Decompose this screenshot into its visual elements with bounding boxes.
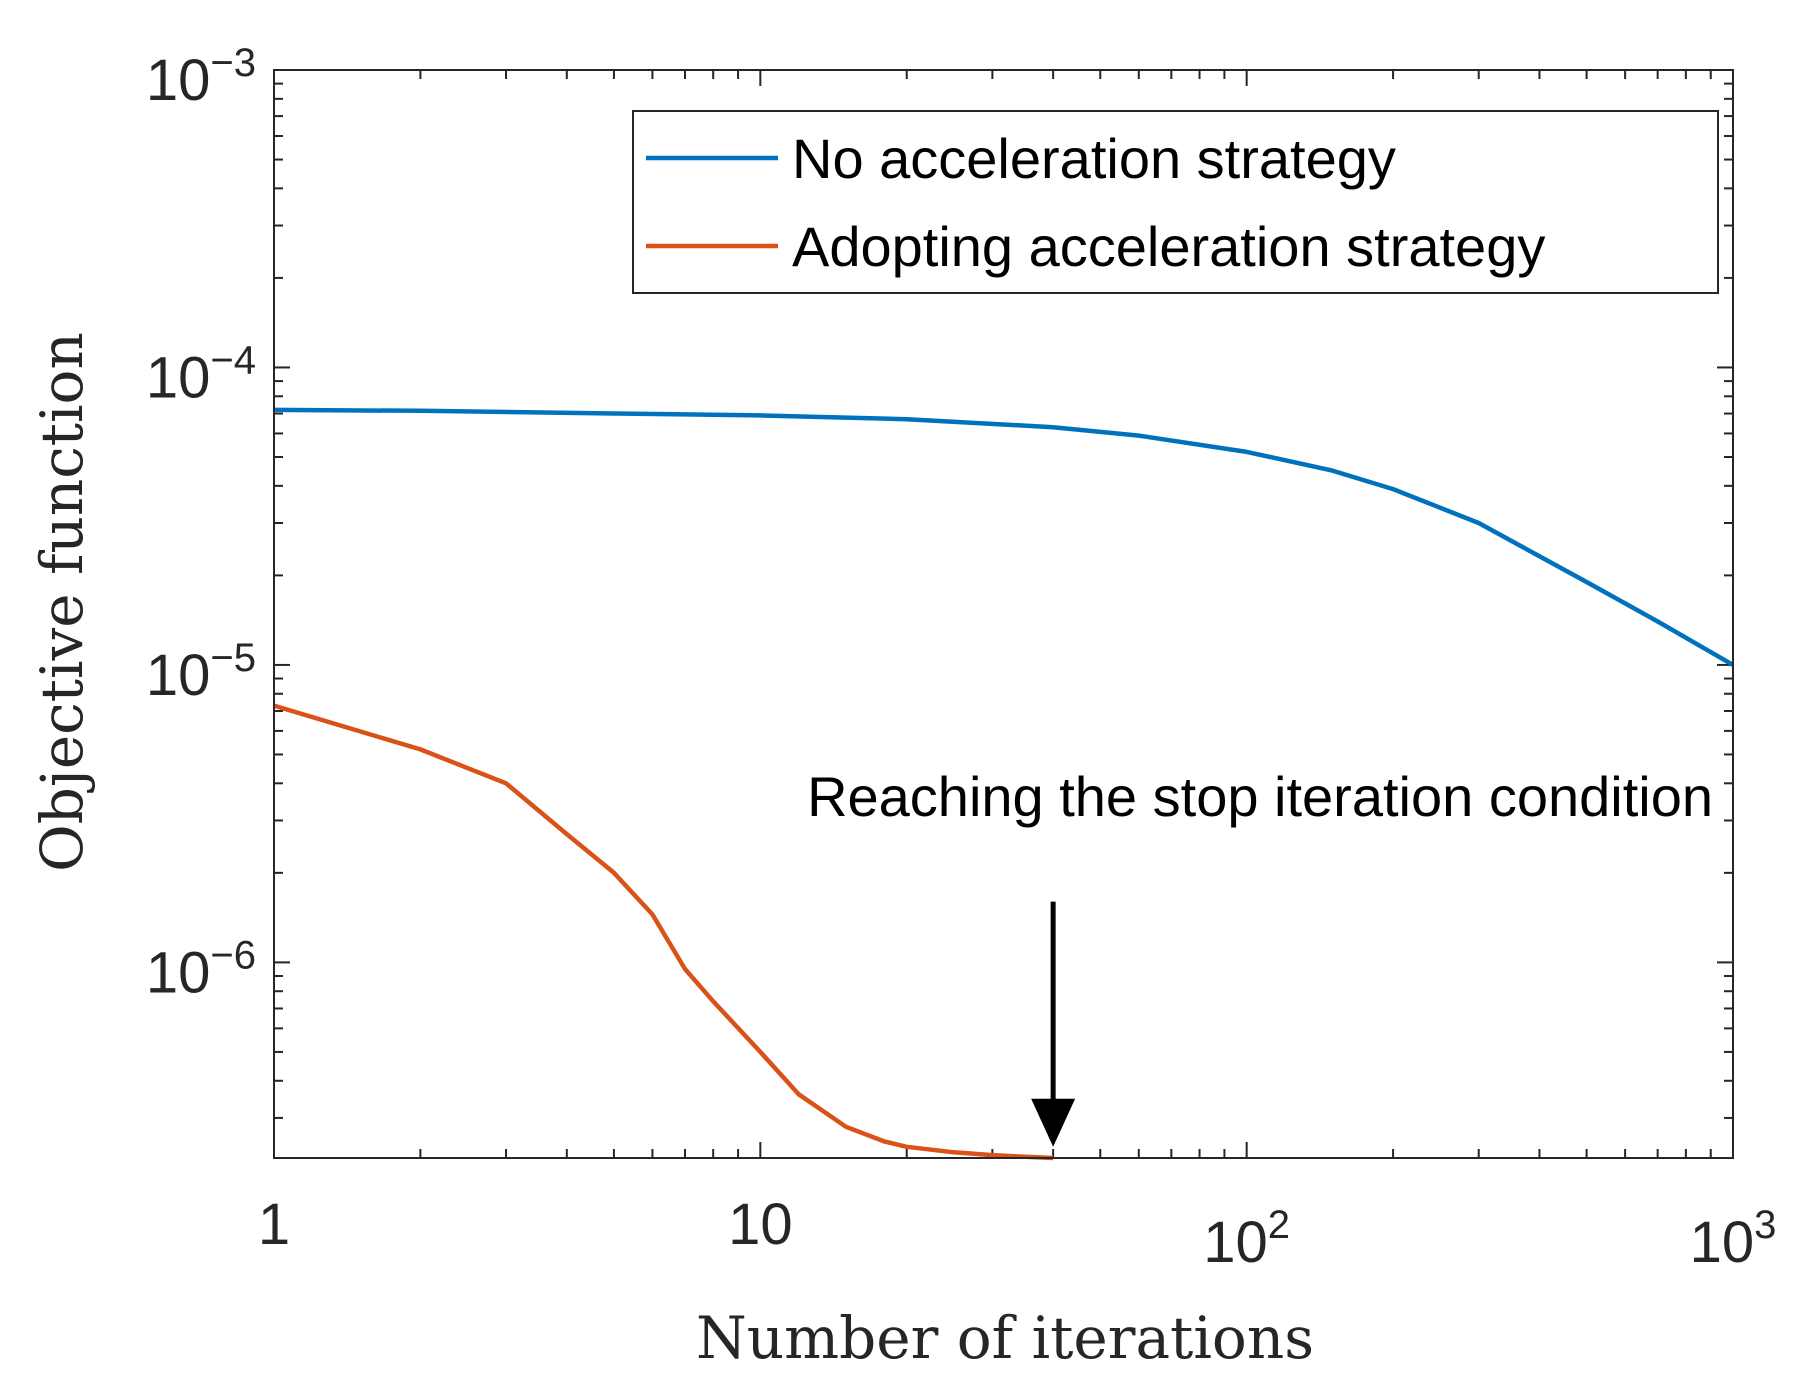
annotation: Reaching the stop iteration condition: [807, 765, 1713, 1147]
series-line-adopting-acceleration: [273, 703, 1054, 1161]
x-tick-label: 102: [1203, 1203, 1290, 1275]
legend: No acceleration strategy Adopting accele…: [632, 110, 1719, 294]
y-tick-label: 10−3: [146, 41, 256, 113]
x-tick-label: 103: [1690, 1203, 1777, 1275]
x-tick-label: 1: [258, 1192, 290, 1257]
x-tick-label: 10: [728, 1192, 793, 1257]
x-tick-labels: 1 10 102 103: [258, 1192, 1777, 1275]
annotation-arrow-head: [1031, 1098, 1076, 1147]
y-tick-labels: 10−3 10−4 10−5 10−6: [146, 41, 256, 1005]
x-axis-title: Number of iterations: [696, 1304, 1314, 1372]
annotation-text: Reaching the stop iteration condition: [807, 765, 1713, 828]
legend-label-adopting-acceleration: Adopting acceleration strategy: [792, 215, 1545, 278]
y-tick-label: 10−5: [146, 636, 256, 708]
series-line-no-acceleration: [273, 407, 1735, 667]
y-tick-label: 10−6: [146, 933, 256, 1005]
legend-box: [632, 110, 1719, 294]
legend-label-no-acceleration: No acceleration strategy: [792, 127, 1396, 190]
y-axis-title: Objective function: [28, 332, 96, 872]
y-tick-label: 10−4: [146, 338, 256, 410]
minor-ticks: [274, 70, 1733, 1158]
series-layer: [273, 407, 1735, 1161]
plot-frame: [273, 69, 1734, 1159]
